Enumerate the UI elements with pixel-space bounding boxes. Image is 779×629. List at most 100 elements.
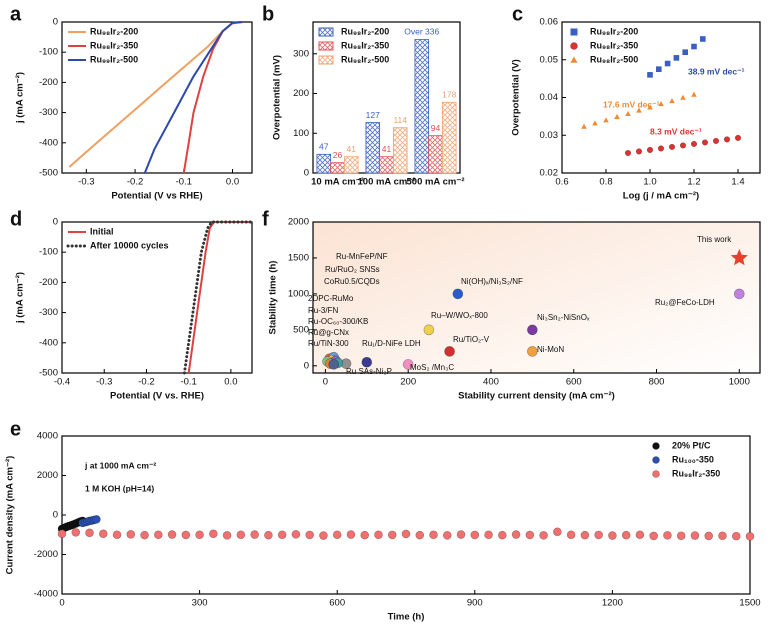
y-tick-label: 4000	[37, 431, 58, 442]
y-tick-label: -100	[39, 247, 58, 258]
point-label: Ru-OC₆₀-300/KB	[308, 317, 368, 326]
legend-label: Ru₉₈Ir₂-500	[590, 54, 638, 64]
legend-swatch	[652, 456, 660, 464]
panel-label: a	[10, 3, 22, 25]
point	[704, 531, 714, 541]
point-label: Ru/RuO₂ SNSs	[325, 265, 380, 274]
x-tick-label: 0	[59, 598, 64, 609]
x-tick-label: 0	[323, 377, 328, 388]
point	[360, 530, 370, 540]
point	[332, 530, 342, 540]
point-label: This work	[697, 235, 732, 244]
point	[442, 531, 452, 540]
x-axis-label: Potential (V vs RHE)	[111, 191, 202, 202]
y-tick-label: 200	[293, 88, 309, 99]
point	[452, 288, 464, 300]
x-tick-label: 1.4	[731, 177, 744, 188]
point	[236, 530, 246, 540]
point	[614, 113, 620, 119]
point-label: Ru-3/FN	[308, 306, 338, 315]
legend-label: 20% Pt/C	[672, 440, 711, 450]
point	[663, 531, 672, 540]
legend-swatch	[318, 27, 334, 37]
y-tick-label: 0.05	[540, 54, 559, 65]
point	[621, 530, 631, 540]
point	[656, 66, 662, 72]
legend-label: Ru₉₈Ir₂-200	[341, 26, 389, 36]
x-tick-label: -0.1	[176, 177, 192, 188]
bar	[365, 122, 381, 174]
point	[527, 324, 538, 336]
point	[264, 530, 273, 540]
line	[187, 221, 252, 374]
point	[603, 117, 609, 123]
y-axis-label: Overpotential (mV)	[272, 55, 283, 140]
point-label: Ru SAs-Ni₃P	[346, 367, 392, 376]
y-tick-label: 0.03	[540, 130, 559, 141]
x-tick-label: -0.3	[78, 177, 94, 188]
point	[527, 346, 538, 357]
point	[730, 249, 748, 266]
annotation: j at 1000 mA cm⁻²	[84, 460, 156, 470]
point	[195, 530, 204, 540]
point-label: Ru@g-CNx	[308, 328, 349, 337]
point	[319, 531, 328, 540]
bar	[414, 39, 430, 174]
x-tick-label: 600	[329, 598, 345, 609]
point	[673, 55, 680, 61]
point	[291, 530, 301, 539]
point	[456, 530, 466, 539]
point	[346, 530, 356, 539]
value-label: Over 336	[404, 27, 439, 37]
point	[592, 120, 598, 126]
annotation: 1 M KOH (pH=14)	[85, 483, 154, 493]
point	[361, 356, 373, 368]
legend-swatch	[570, 28, 578, 36]
y-tick-label: -200	[39, 277, 58, 288]
y-tick-label: 0	[304, 360, 309, 371]
y-tick-label: 100	[293, 128, 309, 139]
point-label: Ru₁/D-NiFe LDH	[362, 339, 421, 348]
y-tick-label: 0.04	[540, 92, 559, 103]
point-label: Ni₃Sn₂-NiSnOₓ	[537, 313, 590, 322]
point-label: Ru–W/WOₓ-800	[431, 311, 488, 320]
point	[625, 110, 631, 116]
point	[690, 531, 700, 540]
legend-label: Ru₉₉Ir₂-500	[90, 54, 138, 64]
x-tick-label: 0.8	[599, 177, 612, 188]
y-tick-label: -2000	[34, 549, 58, 560]
point	[608, 531, 617, 540]
bar	[343, 156, 359, 174]
point-label: Ni(OH)ₓ/Ni₃S₂/NF	[461, 277, 523, 286]
point-label: Ru/TiN-300	[308, 339, 349, 348]
point	[444, 346, 455, 357]
x-tick-label: 100 mA cm⁻²	[358, 177, 416, 188]
point	[669, 98, 675, 104]
legend-label: Ru₉₈Ir₂-350	[341, 40, 389, 50]
plot-frame	[61, 435, 751, 595]
point	[700, 36, 706, 42]
panel-label: b	[262, 3, 274, 25]
legend-swatch	[652, 442, 660, 450]
point	[277, 530, 287, 540]
y-tick-label: 2000	[37, 470, 58, 481]
y-tick-label: -500	[39, 168, 58, 179]
point-label: Ru₂@FeCo-LDH	[655, 298, 715, 307]
point	[525, 530, 535, 540]
x-tick-label: 900	[467, 598, 483, 609]
point	[429, 530, 438, 540]
point	[624, 149, 632, 157]
bar	[330, 162, 345, 174]
y-tick-label: -100	[39, 47, 58, 58]
x-tick-label: 1.2	[687, 177, 700, 188]
point	[98, 529, 108, 539]
point	[580, 530, 590, 540]
point	[415, 530, 425, 540]
panel-label: d	[10, 208, 22, 230]
x-tick-label: 1200	[602, 598, 623, 609]
point	[470, 530, 480, 540]
annotation: 17.6 mV dec⁻¹	[603, 99, 660, 109]
bar	[316, 153, 332, 174]
point	[581, 123, 587, 129]
